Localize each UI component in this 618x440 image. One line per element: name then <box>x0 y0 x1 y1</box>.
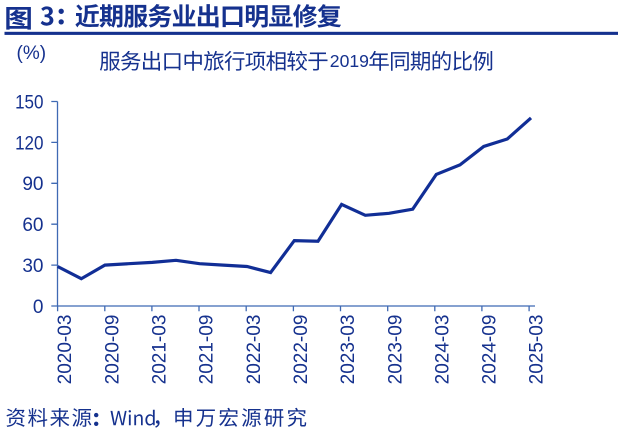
svg-text:120: 120 <box>15 133 43 154</box>
svg-text:2020-03: 2020-03 <box>55 315 76 385</box>
svg-text:2025-03: 2025-03 <box>527 315 548 385</box>
svg-text:30: 30 <box>22 256 43 277</box>
svg-text:2023-09: 2023-09 <box>385 315 406 385</box>
svg-text:150: 150 <box>15 92 43 113</box>
svg-text:2024-03: 2024-03 <box>432 315 453 385</box>
svg-text:2021-03: 2021-03 <box>150 315 171 385</box>
svg-text:2020-09: 2020-09 <box>102 315 123 385</box>
svg-text:2022-09: 2022-09 <box>291 315 312 385</box>
svg-text:60: 60 <box>22 215 43 236</box>
svg-text:2021-09: 2021-09 <box>197 315 218 385</box>
svg-text:90: 90 <box>22 174 43 195</box>
svg-text:2024-09: 2024-09 <box>480 315 501 385</box>
svg-text:0: 0 <box>33 297 44 318</box>
svg-text:(%): (%) <box>17 43 47 64</box>
svg-text:2022-03: 2022-03 <box>244 315 265 385</box>
svg-text:2023-03: 2023-03 <box>338 315 359 385</box>
svg-text:2019: 2019 <box>330 51 369 71</box>
